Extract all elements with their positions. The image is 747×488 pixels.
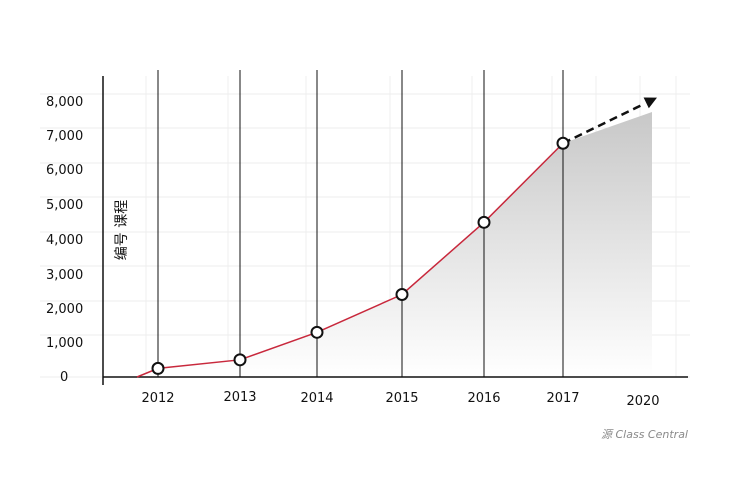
- data-point-2016: [477, 215, 491, 229]
- y-tick-label: 7,000: [46, 129, 83, 144]
- y-tick-label: 5,000: [46, 198, 83, 213]
- y-tick-label: 8,000: [46, 95, 83, 110]
- x-tick-label-2017: 2017: [546, 391, 579, 406]
- y-tick-label: 1,000: [46, 336, 83, 351]
- y-tick-label: 6,000: [46, 163, 83, 178]
- x-tick-labels: 2012 2013 2014 2015 2016 2017 2020: [141, 390, 659, 409]
- x-tick-label-2014: 2014: [300, 391, 333, 406]
- y-tick-labels: 0 1,000 2,000 3,000 4,000 5,000 6,000 7,000 8,00…: [46, 95, 83, 385]
- x-tick-label-2012: 2012: [141, 391, 174, 406]
- y-tick-label: 0: [60, 370, 68, 385]
- y-tick-label: 3,000: [46, 268, 83, 283]
- source-note: 源 Class Central: [601, 428, 688, 441]
- data-point-2014: [310, 325, 324, 339]
- data-point-2012: [151, 361, 165, 375]
- year-lines: [157, 70, 564, 377]
- data-point-2015: [395, 288, 409, 301]
- x-tick-label-2015: 2015: [385, 391, 418, 406]
- projection-arrow: [562, 103, 644, 145]
- data-points: [151, 136, 570, 375]
- y-tick-label: 4,000: [46, 233, 83, 248]
- x-tick-label-2020: 2020: [626, 394, 659, 409]
- y-tick-label: 2,000: [46, 302, 83, 317]
- x-tick-label-2016: 2016: [467, 391, 500, 406]
- y-axis-label: 编号 课程: [114, 200, 130, 260]
- x-tick-label-2013: 2013: [223, 390, 256, 405]
- data-point-2013: [233, 353, 247, 367]
- projection-arrowhead: [643, 97, 657, 109]
- area-fill: [137, 112, 652, 377]
- data-point-2017: [556, 136, 570, 150]
